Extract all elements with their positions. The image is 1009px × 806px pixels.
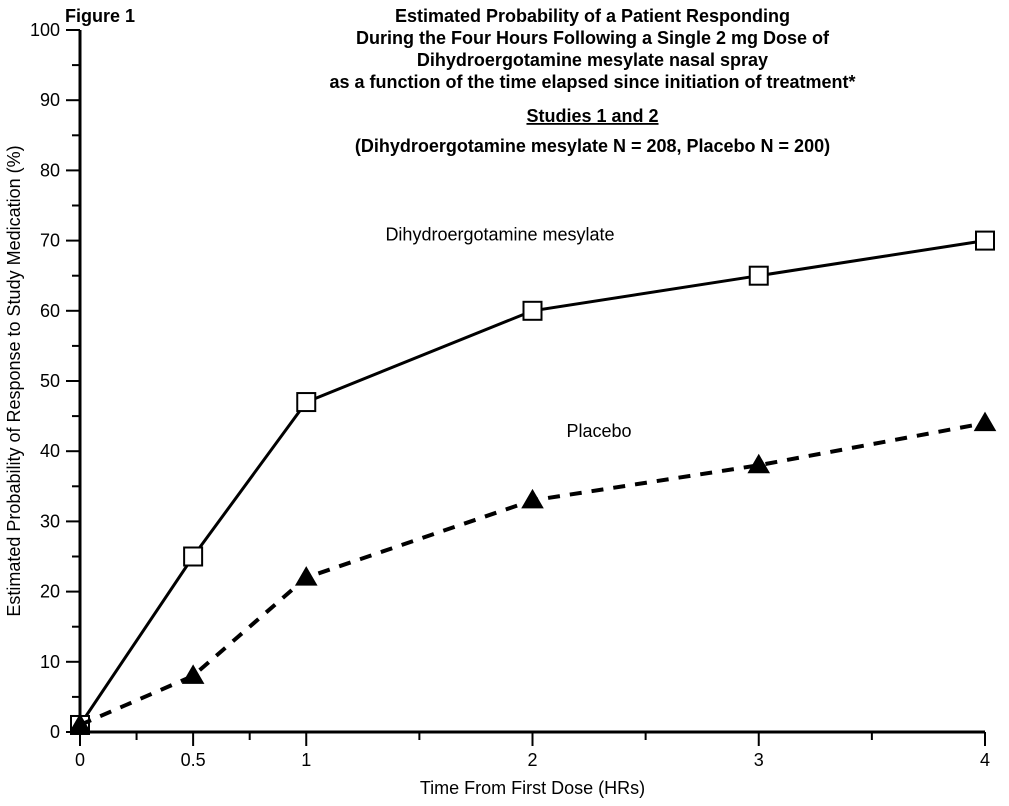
marker-square (524, 302, 542, 320)
y-tick-label: 40 (40, 441, 60, 461)
y-tick-label: 50 (40, 371, 60, 391)
marker-triangle (296, 567, 317, 585)
x-axis-label: Time From First Dose (HRs) (420, 778, 645, 798)
y-tick-label: 100 (30, 20, 60, 40)
marker-square (750, 267, 768, 285)
chart-svg: 0 10 20 30 40 50 60 70 80 90 100 0 0.5 1 2 3 4 Dihydroerg… (0, 0, 1009, 806)
x-tick-label: 0 (75, 750, 85, 770)
marker-triangle (522, 490, 543, 508)
x-tick-label: 4 (980, 750, 990, 770)
series-label: Placebo (566, 421, 631, 441)
figure-label: Figure 1 (65, 6, 135, 26)
chart-title-line: as a function of the time elapsed since … (329, 72, 855, 92)
y-tick-label: 70 (40, 231, 60, 251)
y-tick-label: 10 (40, 652, 60, 672)
y-tick-label: 80 (40, 160, 60, 180)
y-tick-label: 0 (50, 722, 60, 742)
chart-subtitle: Studies 1 and 2 (526, 106, 658, 126)
series-line (80, 423, 985, 725)
marker-square (976, 232, 994, 250)
y-tick-label: 60 (40, 301, 60, 321)
series-label: Dihydroergotamine mesylate (385, 225, 614, 245)
x-tick-label: 0.5 (181, 750, 206, 770)
y-tick-label: 20 (40, 582, 60, 602)
chart-title-line: During the Four Hours Following a Single… (356, 28, 830, 48)
x-tick-label: 2 (527, 750, 537, 770)
marker-square (184, 548, 202, 566)
y-tick-label: 90 (40, 90, 60, 110)
marker-triangle (975, 413, 996, 431)
chart-container: 0 10 20 30 40 50 60 70 80 90 100 0 0.5 1 2 3 4 Dihydroerg… (0, 0, 1009, 806)
x-tick-label: 3 (754, 750, 764, 770)
chart-title-line: Dihydroergotamine mesylate nasal spray (417, 50, 768, 70)
chart-title-line: Estimated Probability of a Patient Respo… (395, 6, 790, 26)
x-tick-label: 1 (301, 750, 311, 770)
marker-square (297, 393, 315, 411)
y-tick-label: 30 (40, 511, 60, 531)
chart-sample-sizes: (Dihydroergotamine mesylate N = 208, Pla… (355, 136, 830, 156)
y-axis-label: Estimated Probability of Response to Stu… (4, 145, 24, 616)
